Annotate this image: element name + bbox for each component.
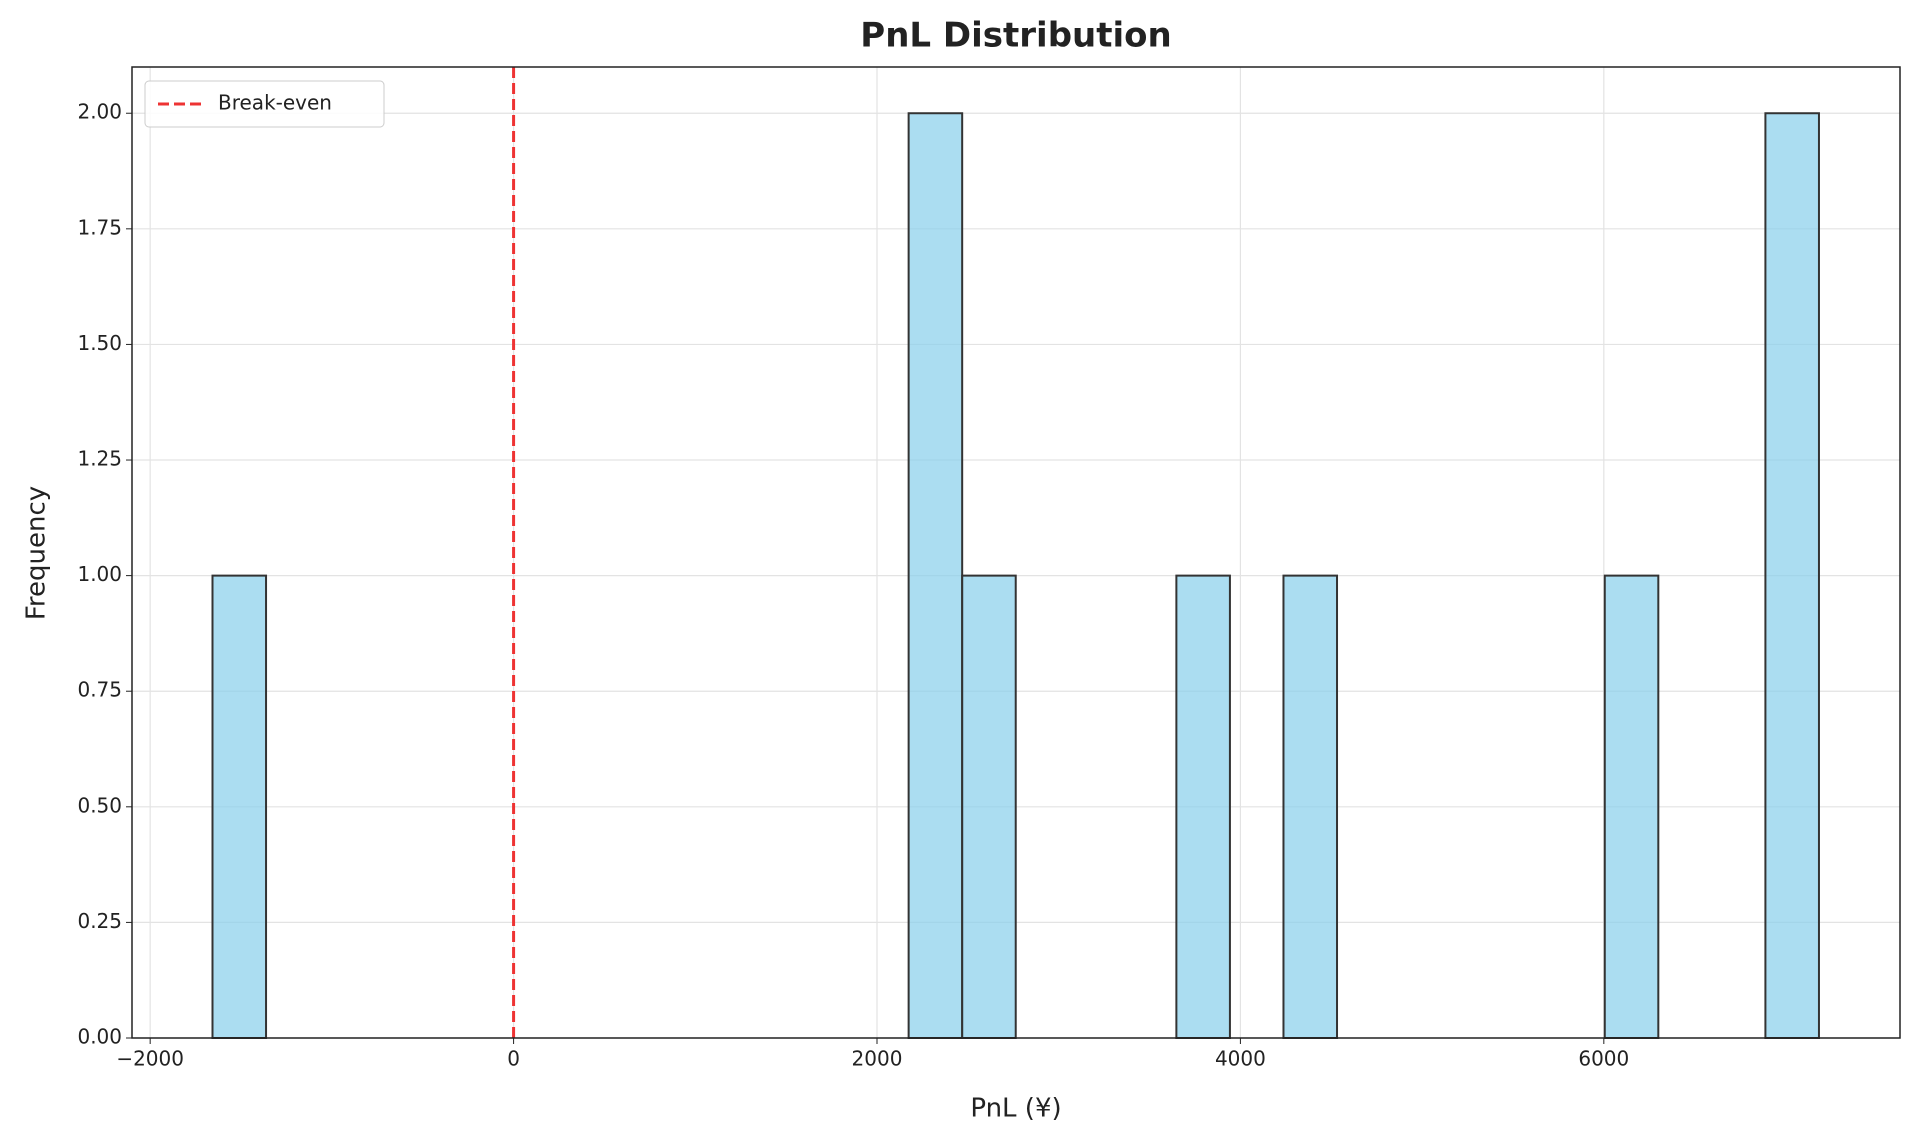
legend-box [144,80,385,128]
y-tick-label: 1.50 [77,331,122,355]
plot-frame [131,66,1901,1039]
x-tick-label: 4000 [1215,1047,1266,1071]
bar [1603,574,1660,1039]
x-tick-label: −2000 [116,1047,184,1071]
bar [907,112,964,1039]
legend-label: Break-even [218,91,332,115]
y-tick-label: 0.75 [77,678,122,702]
y-tick-label: 0.00 [77,1025,122,1049]
y-tick-label: 0.50 [77,793,122,817]
x-tick-label: 0 [507,1047,520,1071]
y-axis-label: Frequency [22,486,52,620]
chart-title: PnL Distribution [860,16,1171,56]
x-tick-label: 2000 [852,1047,903,1071]
x-axis-label: PnL (¥) [970,1094,1061,1124]
y-tick-label: 1.25 [77,447,122,471]
y-tick-label: 2.00 [77,100,122,124]
x-tick-label: 6000 [1578,1047,1629,1071]
y-tick-label: 1.00 [77,562,122,586]
bar [1764,112,1820,1039]
bar [211,574,268,1039]
y-tick-label: 1.75 [77,215,122,239]
bar [1175,574,1231,1039]
y-tick-label: 0.25 [77,909,122,933]
bar [961,574,1017,1039]
bar [1282,574,1339,1039]
